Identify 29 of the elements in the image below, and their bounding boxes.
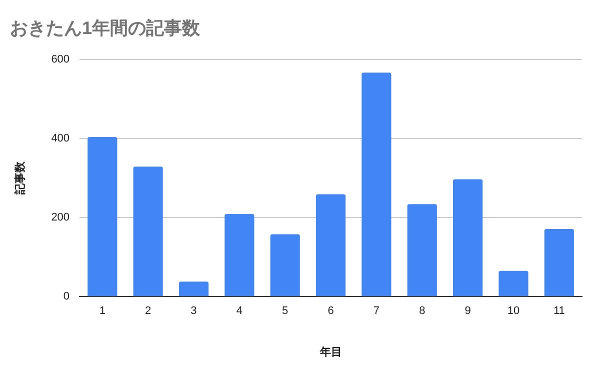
bar	[270, 234, 300, 296]
bar	[498, 270, 528, 296]
y-tick-label: 200	[51, 212, 70, 224]
bar	[544, 229, 574, 296]
y-tick-label: 400	[51, 132, 70, 145]
bar	[88, 137, 118, 296]
x-axis-title: 年目	[318, 345, 342, 358]
bar	[362, 72, 392, 296]
bar	[407, 204, 437, 296]
x-tick-label: 6	[328, 305, 334, 318]
y-tick-label: 600	[51, 54, 70, 66]
x-tick-label: 3	[190, 305, 197, 318]
chart-title: おきたん1年間の記事数	[10, 18, 202, 38]
bar	[133, 166, 163, 296]
x-tick-label: 8	[419, 305, 426, 318]
x-tick-label: 4	[236, 305, 242, 318]
x-tick-label: 7	[373, 305, 380, 318]
bar	[224, 214, 254, 296]
x-tick-label: 2	[145, 305, 152, 318]
x-tick-label: 1	[99, 305, 106, 318]
bar	[316, 194, 346, 296]
y-tick-label: 0	[63, 290, 70, 303]
x-tick-label: 9	[464, 305, 471, 318]
x-tick-label: 10	[507, 305, 520, 318]
x-tick-label: 11	[553, 305, 565, 318]
y-axis-title: 記事数	[14, 160, 27, 196]
bar	[453, 179, 483, 296]
bar	[178, 282, 209, 296]
x-tick-label: 5	[282, 305, 288, 318]
